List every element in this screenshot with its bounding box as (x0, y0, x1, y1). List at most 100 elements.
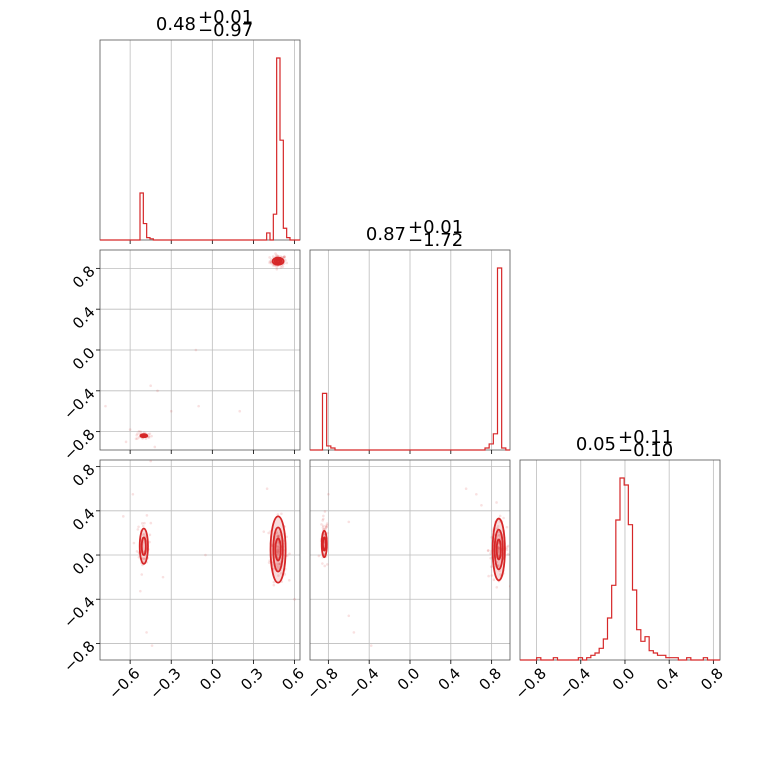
scatter-point (276, 534, 280, 538)
scatter-point (137, 525, 140, 529)
scatter-point (506, 552, 510, 556)
scatter-point (497, 546, 500, 550)
y-tick-label: 0.8 (69, 262, 99, 292)
scatter-point (277, 574, 280, 577)
scatter-point (283, 255, 287, 259)
scatter-point (153, 445, 157, 449)
scatter-point (149, 384, 152, 388)
density-contour (493, 528, 504, 571)
param-lower-error-1: −1.72 (408, 230, 463, 251)
scatter-point (268, 256, 271, 259)
scatter-point (132, 541, 136, 545)
x-tick-label: 0.8 (475, 664, 505, 694)
scatter-point (104, 404, 107, 408)
panel-frame (519, 459, 721, 661)
density-contour (271, 256, 285, 266)
scatter-point (486, 549, 490, 552)
scatter-point (277, 534, 281, 538)
scatter-point (276, 513, 280, 516)
scatter-point (322, 514, 325, 518)
scatter-point (276, 545, 280, 549)
scatter-point (135, 549, 139, 553)
x-tick-label: 0.0 (196, 664, 226, 694)
y-tick-label: 0.4 (69, 505, 99, 535)
scatter-point (141, 524, 145, 528)
scatter-point (347, 520, 351, 524)
scatter-point (140, 573, 144, 576)
scatter-point (267, 561, 271, 564)
histogram-2 (520, 477, 720, 661)
x-tick-label: −0.8 (303, 664, 341, 702)
x-tick-label: −0.4 (556, 664, 594, 702)
scatter-point (497, 548, 500, 551)
scatter-point (143, 534, 147, 538)
param-upper-error-0: +0.01 (198, 7, 253, 28)
scatter-point (285, 261, 289, 265)
y-tick-label: −0.4 (60, 385, 98, 423)
scatter-point (149, 521, 153, 525)
x-tick-label: −0.8 (512, 664, 550, 702)
scatter-point (487, 574, 490, 578)
scatter-point (271, 255, 275, 258)
scatter-point (497, 551, 501, 554)
scatter-point (282, 255, 286, 259)
hist-panel-0: 0.48 +0.01−0.97 (99, 7, 301, 244)
scatter-point (277, 551, 280, 554)
scatter-point (276, 547, 280, 551)
scatter-point (277, 562, 280, 566)
scatter-point (284, 258, 287, 262)
scatter-point (276, 534, 279, 538)
density-contour (275, 259, 281, 264)
histogram-0 (100, 57, 300, 241)
scatter-point (197, 404, 200, 408)
scatter-point (324, 524, 328, 528)
scatter-point (490, 574, 494, 577)
scatter-point (272, 583, 276, 587)
scatter-point (324, 525, 328, 529)
scatter-point (287, 579, 291, 582)
scatter-point (508, 585, 510, 588)
scatter-point (323, 510, 327, 513)
scatter-point (128, 428, 132, 431)
scatter-point (268, 260, 272, 263)
x-tick-label: 0.4 (653, 664, 683, 694)
scatter-point (143, 521, 146, 525)
scatter-point (276, 552, 280, 556)
density-contour (274, 537, 282, 562)
scatter-point (497, 564, 500, 567)
scatter-point (498, 533, 501, 537)
scatter-point (327, 492, 330, 496)
scatter-point (317, 554, 321, 558)
scatter-point (121, 515, 125, 518)
scatter-point (326, 523, 329, 527)
density-contour (273, 258, 283, 265)
pair-panel-0-2 (96, 459, 301, 664)
scatter-point (275, 267, 279, 271)
param-lower-error-2: −0.10 (618, 440, 673, 461)
scatter-point (262, 530, 266, 533)
param-lower-error-0: −0.97 (198, 20, 253, 41)
scatter-point (320, 523, 323, 526)
scatter-point (194, 348, 198, 352)
scatter-point (321, 526, 325, 529)
scatter-point (369, 644, 373, 647)
scatter-point (325, 525, 328, 529)
x-tick-label: 0.4 (435, 664, 465, 694)
hist-panel-1: 0.87 +0.01−1.72 (309, 217, 511, 454)
scatter-point (135, 433, 138, 437)
scatter-point (139, 589, 142, 593)
density-fill (273, 527, 283, 572)
scatter-point (277, 549, 281, 552)
scatter-point (275, 565, 279, 568)
y-tick-label: 0.0 (69, 344, 99, 374)
scatter-point (277, 565, 280, 568)
y-tick-label: −0.4 (60, 593, 98, 631)
scatter-point (324, 527, 328, 530)
scatter-point (150, 644, 154, 647)
scatter-point (281, 255, 285, 259)
scatter-point (498, 514, 502, 518)
scatter-point (279, 572, 283, 575)
scatter-point (161, 575, 165, 579)
scatter-point (489, 552, 492, 555)
scatter-point (282, 255, 286, 258)
